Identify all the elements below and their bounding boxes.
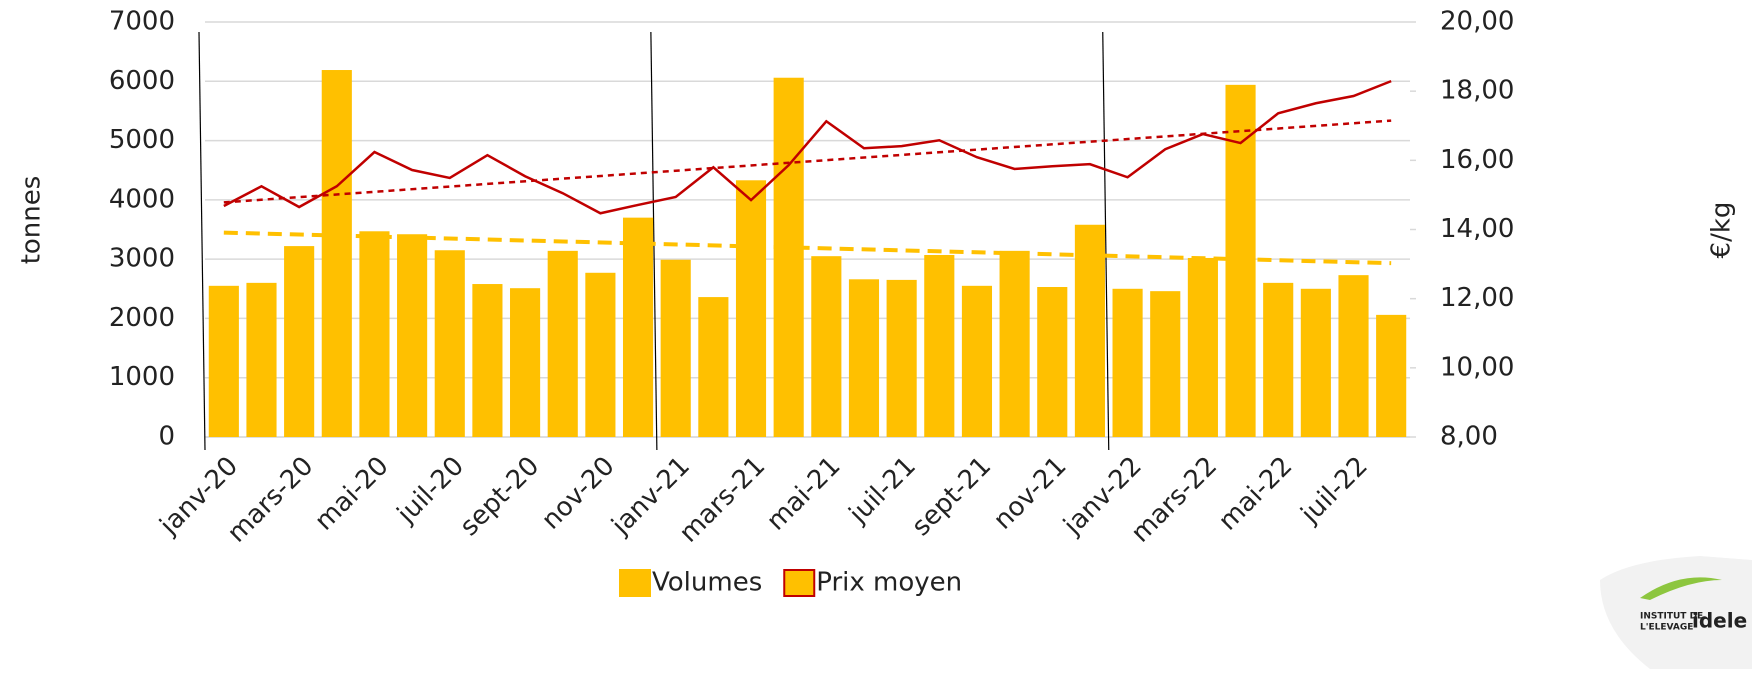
bar: [660, 259, 691, 437]
logo-bg: [1600, 556, 1752, 669]
y-tick-label: 4000: [109, 184, 175, 214]
bar: [698, 297, 729, 437]
y-tick-label: 3000: [109, 244, 175, 274]
y-tick-label: 7000: [109, 7, 175, 37]
bar: [1187, 257, 1218, 437]
y2-tick-label: 12,00: [1440, 283, 1514, 313]
y2-tick-label: 14,00: [1440, 214, 1514, 244]
legend-label: Volumes: [652, 568, 762, 598]
price-line: [223, 79, 1392, 215]
bar: [1338, 275, 1369, 437]
bar: [246, 282, 277, 437]
x-tick-label: mai-22: [1213, 451, 1299, 537]
y2-tick-label: 16,00: [1440, 145, 1514, 175]
x-tick-label: nov-21: [988, 451, 1073, 536]
x-tick-label: mai-21: [761, 451, 847, 537]
logo-text: INSTITUT DE: [1640, 612, 1703, 622]
x-tick-label: nov-20: [536, 451, 621, 536]
bar: [773, 77, 804, 437]
x-tick-label: mai-20: [309, 451, 395, 537]
x-tick-label: sept-21: [906, 451, 997, 542]
bar: [284, 246, 315, 437]
y2-tick-label: 10,00: [1440, 352, 1514, 382]
logo-brand: idele: [1692, 609, 1747, 633]
bar: [1074, 224, 1105, 437]
year-separator: [198, 31, 206, 451]
y-tick-label: 6000: [109, 66, 175, 96]
y-tick-label: 1000: [109, 362, 175, 392]
bar: [848, 279, 880, 437]
bar: [547, 250, 578, 437]
y2-axis-label: €/kg: [1707, 202, 1737, 259]
bar: [886, 279, 917, 437]
bar: [735, 180, 767, 438]
y-axis-label: tonnes: [17, 176, 47, 265]
bar: [811, 256, 842, 437]
bar: [1263, 282, 1294, 437]
bar: [585, 272, 616, 437]
bar: [434, 250, 465, 437]
logo-swoosh: [1640, 577, 1722, 600]
bar: [924, 254, 955, 437]
y2-tick-label: 20,00: [1440, 7, 1514, 37]
bar: [1112, 288, 1143, 437]
bar: [321, 70, 352, 438]
bar: [208, 285, 239, 437]
legend-label: Prix moyen: [816, 568, 962, 598]
x-tick-label: sept-20: [454, 451, 545, 542]
bar: [1037, 287, 1068, 437]
x-tick-label: juil-22: [1295, 451, 1374, 530]
bar: [961, 285, 993, 437]
bar: [622, 217, 654, 437]
year-separator: [650, 31, 658, 451]
y-tick-label: 5000: [109, 125, 175, 155]
bar: [1300, 288, 1331, 437]
legend-swatch: [783, 569, 816, 597]
bar: [359, 231, 390, 437]
logo-text: L'ELEVAGE: [1640, 623, 1693, 633]
y-tick-label: 2000: [109, 303, 175, 333]
bar: [999, 250, 1030, 437]
bar: [1150, 291, 1181, 437]
logo: INSTITUT DE L'ELEVAGE idele: [1600, 556, 1752, 669]
year-separator: [1102, 31, 1110, 451]
bar: [397, 234, 428, 437]
y-tick-label: 0: [158, 422, 175, 452]
bar: [472, 284, 503, 437]
trendline: [223, 230, 1392, 266]
y2-tick-label: 18,00: [1440, 76, 1514, 106]
trendline: [223, 119, 1392, 204]
bar: [1376, 314, 1407, 437]
y2-tick-label: 8,00: [1440, 422, 1498, 452]
bar: [510, 288, 541, 437]
legend-swatch: [619, 569, 651, 597]
